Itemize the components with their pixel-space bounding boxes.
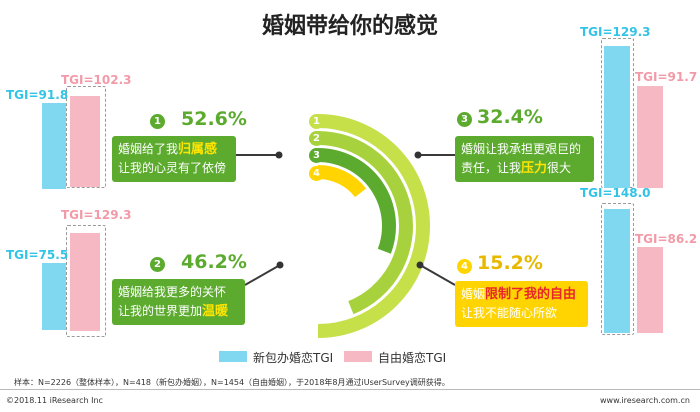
sample-note: 样本：N=2226（整体样本），N=418（新包办婚姻），N=1454（自由婚姻…: [14, 378, 450, 387]
card-4-l2: 让我不能随心所欲: [461, 306, 558, 320]
card-4: 婚姻限制了我的自由 让我不能随心所欲: [455, 281, 588, 327]
ring-arc-2: [317, 131, 413, 315]
card-2-l1: 婚姻给我更多的关怀: [118, 285, 227, 299]
ring-arc-3: [317, 148, 396, 254]
bar-free-4: [637, 247, 663, 333]
legend-label-free: 自由婚恋TGI: [378, 351, 447, 365]
ring-number-4: 4: [309, 166, 324, 181]
footer-divider: [0, 389, 700, 390]
tgi-free-3: TGI=91.7: [635, 70, 698, 84]
pct-number-2: 2: [150, 257, 165, 272]
card-1-l2: 让我的心灵有了依傍: [118, 161, 227, 175]
tgi-box-1: [66, 86, 106, 188]
pct-3: 32.4%: [477, 106, 543, 128]
ring-arc-1: [317, 114, 430, 338]
bar-new-1: [42, 103, 66, 189]
card-2-hl2: 温暖: [202, 304, 229, 319]
ring-number-1: 1: [309, 114, 324, 129]
pct-1: 52.6%: [181, 108, 247, 130]
card-3-l1: 婚姻让我承担更艰巨的: [461, 142, 582, 156]
pct-number-3: 3: [457, 112, 472, 127]
copyright: ©2018.11 iResearch Inc: [6, 396, 103, 405]
ring-arc-4: [317, 165, 367, 198]
card-4-hl1: 限制了我的自由: [485, 287, 577, 302]
card-3-hl2: 压力: [521, 161, 548, 176]
bar-free-2: [70, 233, 100, 331]
tgi-box-4: [601, 203, 634, 335]
page-title: 婚姻带给你的感觉: [261, 14, 438, 39]
bar-new-4: [604, 209, 630, 333]
pct-number-4: 4: [457, 259, 472, 274]
card-2: 婚姻给我更多的关怀 让我的世界更加温暖: [112, 279, 245, 325]
card-4-l1a: 婚姻: [461, 287, 486, 301]
pct-2: 46.2%: [181, 251, 247, 273]
tgi-free-4: TGI=86.2: [635, 232, 698, 246]
tgi-new-3: TGI=129.3: [580, 25, 651, 39]
legend-label-new: 新包办婚恋TGI: [253, 351, 334, 365]
card-1-l1a: 婚姻给了我: [118, 142, 179, 156]
tgi-box-2: [66, 225, 106, 337]
tgi-free-2: TGI=129.3: [61, 208, 132, 222]
card-3-l2b: 很大: [547, 161, 572, 175]
bar-free-3: [637, 86, 663, 188]
site-url: www.iresearch.com.cn: [600, 396, 690, 405]
ring-number-2: 2: [309, 131, 324, 146]
legend-swatch-free: [344, 351, 372, 362]
card-3-l2a: 责任，让我: [461, 161, 522, 175]
card-3: 婚姻让我承担更艰巨的 责任，让我压力很大: [455, 136, 594, 182]
ring-number-3: 3: [309, 148, 324, 163]
tgi-new-2: TGI=75.5: [6, 248, 69, 262]
bar-new-2: [42, 263, 66, 330]
card-1-hl1: 归属感: [178, 142, 218, 157]
bar-free-1: [70, 96, 100, 187]
card-2-l2a: 让我的世界更加: [118, 304, 203, 318]
tgi-new-1: TGI=91.8: [6, 88, 69, 102]
tgi-free-1: TGI=102.3: [61, 73, 132, 87]
tgi-new-4: TGI=148.0: [580, 186, 651, 200]
pct-number-1: 1: [150, 114, 165, 129]
card-1: 婚姻给了我归属感 让我的心灵有了依傍: [112, 136, 236, 182]
pct-4: 15.2%: [477, 252, 543, 274]
bar-new-3: [604, 46, 630, 188]
legend-swatch-new: [219, 351, 247, 362]
